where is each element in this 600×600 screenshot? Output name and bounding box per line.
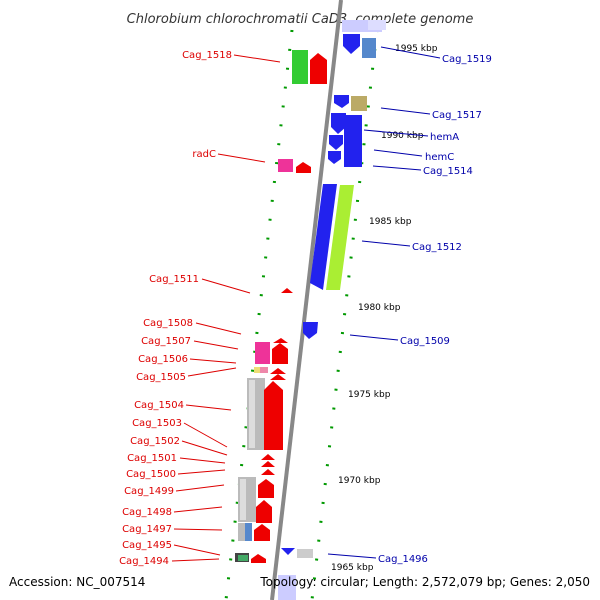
gene-label-right[interactable]: Cag_1514 <box>423 166 473 177</box>
gene-label-left[interactable]: Cag_1502 <box>130 436 180 447</box>
gene-label-left[interactable]: Cag_1497 <box>122 524 172 535</box>
gene-label-left[interactable]: Cag_1495 <box>122 540 172 551</box>
gene-cag1518-red[interactable] <box>310 53 327 84</box>
gene-hema-a[interactable] <box>331 113 346 134</box>
gene-cag1497-red[interactable] <box>256 500 272 523</box>
gene-label-left[interactable]: Cag_1518 <box>182 50 232 61</box>
gene-cag1498-red[interactable] <box>258 479 274 498</box>
kbp-label: 1990 kbp <box>381 131 424 141</box>
kbp-label: 1985 kbp <box>369 217 412 227</box>
gene-cag1494-green[interactable] <box>238 555 248 561</box>
kbp-label: 1980 kbp <box>358 303 401 313</box>
gene-cag1509[interactable] <box>303 322 318 339</box>
gene-label-right[interactable]: hemA <box>430 132 459 143</box>
gene-label-left[interactable]: Cag_1500 <box>126 469 176 480</box>
gene-label-left[interactable]: Cag_1498 <box>122 507 172 518</box>
gene-cag1514[interactable] <box>344 115 362 167</box>
bottom-partial-feature <box>278 575 296 600</box>
gene-cag1512-blue[interactable] <box>310 184 337 290</box>
gene-cag1499[interactable] <box>261 469 275 475</box>
kbp-label: 1995 kbp <box>395 44 438 54</box>
right-tick-track <box>310 29 379 600</box>
gene-cag1505-b[interactable] <box>270 374 286 380</box>
gene-hema-b[interactable] <box>329 135 343 150</box>
map-title: Chlorobium chlorochromatii CaD3, complet… <box>127 12 474 27</box>
gene-hemc[interactable] <box>328 151 341 164</box>
genome-backbone <box>270 0 343 600</box>
gene-label-left[interactable]: Cag_1507 <box>141 336 191 347</box>
gene-cag1496-blue[interactable] <box>281 548 295 555</box>
features-left <box>235 50 327 563</box>
gene-cag1517-blue[interactable] <box>334 95 349 108</box>
gene-label-left[interactable]: Cag_1505 <box>136 372 186 383</box>
gene-label-left[interactable]: Cag_1494 <box>119 556 169 567</box>
gene-label-left[interactable]: Cag_1504 <box>134 400 184 411</box>
gene-cag1505-a[interactable] <box>270 368 286 374</box>
gene-label-right[interactable]: hemC <box>425 152 454 163</box>
gene-label-left[interactable]: Cag_1508 <box>143 318 193 329</box>
kbp-label: 1970 kbp <box>338 476 381 486</box>
gene-cag1517-khaki[interactable] <box>351 96 367 111</box>
gene-label-left[interactable]: Cag_1503 <box>132 418 182 429</box>
topology-text: Topology: circular; Length: 2,572,079 bp… <box>259 575 590 589</box>
gene-cag1519-steel[interactable] <box>362 38 376 58</box>
kbp-label: 1965 kbp <box>331 563 374 573</box>
left-tick-track <box>224 29 294 600</box>
gene-label-left[interactable]: Cag_1499 <box>124 486 174 497</box>
gene-label-right[interactable]: Cag_1509 <box>400 336 450 347</box>
right-leader-lines <box>327 46 441 559</box>
gene-cag1495-red[interactable] <box>254 524 270 541</box>
gene-label-right[interactable]: Cag_1496 <box>378 554 428 565</box>
gene-cag1497-blue[interactable] <box>245 523 252 541</box>
gene-cag1506-pink[interactable] <box>260 367 268 373</box>
gene-cag1504-red[interactable] <box>264 381 283 450</box>
kbp-label: 1975 kbp <box>348 390 391 400</box>
gene-cag1496-grey[interactable] <box>297 549 313 558</box>
gene-cag1508-pink[interactable] <box>255 342 270 364</box>
gene-cag1498-grey-light[interactable] <box>240 479 246 520</box>
gene-cag1518-green[interactable] <box>292 50 308 84</box>
gene-cag1494-red[interactable] <box>251 554 266 563</box>
gene-label-right[interactable]: Cag_1519 <box>442 54 492 65</box>
gene-cag1501[interactable] <box>261 454 275 460</box>
left-leader-lines <box>171 54 281 562</box>
gene-label-right[interactable]: Cag_1512 <box>412 242 462 253</box>
features-right <box>281 34 376 558</box>
top-fade-feature-right <box>368 20 386 30</box>
right-labels: Cag_1519 Cag_1517 hemA hemC Cag_1514 Cag… <box>378 54 492 565</box>
gene-cag1512-lime[interactable] <box>326 185 354 290</box>
gene-label-left[interactable]: Cag_1511 <box>149 274 199 285</box>
gene-cag1500[interactable] <box>261 461 275 467</box>
gene-radc-pink[interactable] <box>278 159 293 172</box>
gene-label-left[interactable]: Cag_1501 <box>127 453 177 464</box>
gene-cag1519-blue[interactable] <box>343 34 360 54</box>
gene-cag1511[interactable] <box>281 288 293 293</box>
left-labels: Cag_1518 radC Cag_1511 Cag_1508 Cag_1507… <box>119 50 232 567</box>
gene-cag1507[interactable] <box>273 338 288 343</box>
accession-text: Accession: NC_007514 <box>9 575 145 589</box>
gene-cag1506-yellow[interactable] <box>254 367 260 373</box>
gene-label-left[interactable]: radC <box>192 149 216 160</box>
gene-label-left[interactable]: Cag_1506 <box>138 354 188 365</box>
kbp-markers: 1995 kbp 1990 kbp 1985 kbp 1980 kbp 1975… <box>331 44 438 573</box>
gene-cag1504-grey-light[interactable] <box>249 380 255 448</box>
gene-label-right[interactable]: Cag_1517 <box>432 110 482 121</box>
gene-radc-red[interactable] <box>296 162 311 173</box>
gene-cag1508-red[interactable] <box>272 343 288 364</box>
